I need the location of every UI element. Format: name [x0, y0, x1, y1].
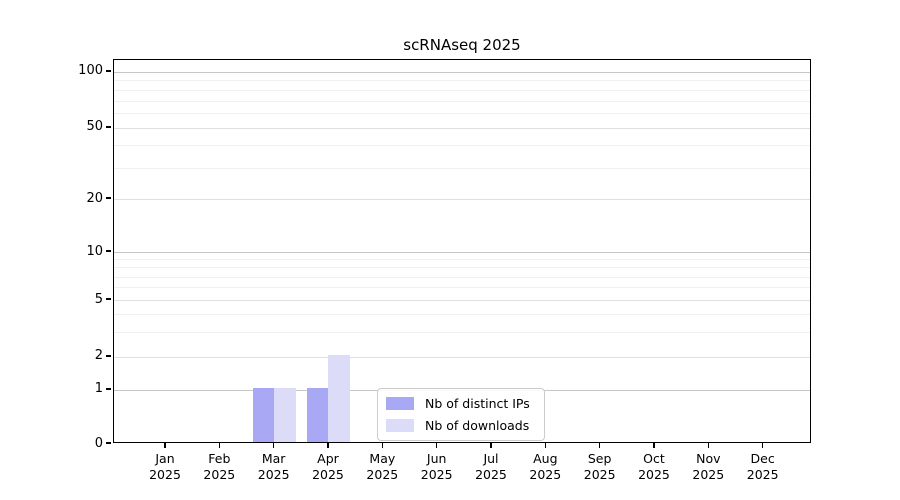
x-tick-year: 2025	[149, 467, 181, 482]
x-tick-year: 2025	[746, 467, 779, 482]
gridline-minor	[114, 89, 810, 91]
x-tick-month: Jun	[426, 451, 447, 466]
y-tick-label: 10	[86, 243, 103, 259]
y-tick-label: 0	[94, 435, 103, 451]
bar-nb-of-downloads	[274, 388, 296, 442]
x-tick-month: Oct	[643, 451, 665, 466]
legend-label: Nb of distinct IPs	[425, 396, 530, 411]
x-tick-year: 2025	[420, 467, 453, 482]
x-tick-label: Oct 2025	[619, 451, 689, 483]
legend-swatch	[386, 397, 414, 410]
x-tick-mark	[544, 443, 547, 448]
x-tick-label: Aug 2025	[510, 451, 580, 483]
gridline-minor	[114, 259, 810, 261]
gridline-minor	[114, 287, 810, 289]
gridline-minor	[114, 276, 810, 278]
x-tick-mark	[761, 443, 764, 448]
legend-swatch	[386, 419, 414, 432]
x-tick-year: 2025	[257, 467, 290, 482]
x-tick-month: Sep	[587, 451, 612, 466]
x-tick-mark	[164, 443, 166, 448]
x-tick-label: Jul 2025	[456, 451, 526, 483]
x-tick-month: Nov	[696, 451, 721, 466]
x-tick-label: Sep 2025	[565, 451, 635, 483]
x-tick-mark	[707, 443, 710, 448]
y-tick-mark	[106, 442, 111, 444]
y-tick-mark	[106, 355, 111, 357]
x-tick-label: Jan 2025	[130, 451, 200, 483]
x-tick-year: 2025	[638, 467, 670, 482]
x-tick-mark	[218, 443, 221, 448]
bar-nb-of-distinct-ips	[252, 388, 275, 442]
y-tick-mark	[106, 388, 111, 390]
legend-item: Nb of downloads	[386, 417, 536, 434]
x-tick-month: May	[369, 451, 396, 466]
x-tick-month: Feb	[208, 451, 231, 466]
y-tick-label: 20	[86, 190, 103, 206]
x-tick-label: Feb 2025	[184, 451, 254, 483]
gridline-major	[114, 252, 810, 253]
gridline-major	[114, 356, 810, 358]
gridline-minor	[114, 167, 810, 169]
x-tick-mark	[598, 443, 601, 448]
y-tick-mark	[106, 70, 111, 72]
x-tick-label: Apr 2025	[293, 451, 363, 483]
gridline-minor	[114, 267, 810, 269]
y-tick-label: 100	[78, 63, 103, 79]
x-tick-mark	[327, 443, 329, 448]
x-tick-year: 2025	[203, 467, 236, 482]
y-tick-mark	[106, 298, 111, 300]
gridline-major	[114, 71, 810, 73]
x-tick-mark	[435, 443, 438, 448]
gridline-major	[114, 199, 810, 200]
x-tick-year: 2025	[366, 467, 399, 482]
x-tick-label: Jun 2025	[402, 451, 472, 483]
x-tick-label: Mar 2025	[239, 451, 309, 483]
x-tick-year: 2025	[583, 467, 616, 482]
gridline-minor	[114, 80, 810, 82]
x-tick-mark	[381, 443, 384, 448]
gridline-minor	[114, 331, 810, 333]
x-tick-month: Dec	[750, 451, 775, 466]
gridline-minor	[114, 100, 810, 102]
y-tick-label: 1	[94, 381, 103, 397]
x-tick-year: 2025	[475, 467, 507, 482]
gridline-minor	[114, 145, 810, 147]
x-tick-label: Nov 2025	[673, 451, 743, 483]
y-tick-label: 50	[86, 119, 103, 135]
plot-area: Nb of distinct IPs Nb of downloads	[113, 59, 811, 443]
gridline-minor	[114, 113, 810, 115]
y-tick-mark	[106, 250, 111, 252]
gridline-major	[114, 300, 810, 301]
x-tick-month: Mar	[261, 451, 286, 466]
x-tick-month: Apr	[317, 451, 339, 466]
y-tick-mark	[106, 126, 111, 128]
y-tick-label: 5	[94, 291, 103, 307]
bar-nb-of-distinct-ips	[306, 388, 329, 442]
gridline-major	[114, 127, 810, 129]
x-tick-label: Dec 2025	[728, 451, 798, 483]
x-tick-label: May 2025	[347, 451, 417, 483]
legend-label: Nb of downloads	[425, 418, 530, 433]
x-tick-mark	[272, 443, 275, 448]
bar-nb-of-downloads	[328, 355, 350, 442]
x-tick-year: 2025	[312, 467, 344, 482]
x-tick-year: 2025	[692, 467, 725, 482]
y-tick-label: 2	[94, 348, 103, 364]
chart-title: scRNAseq 2025	[403, 36, 521, 54]
x-tick-mark	[490, 443, 492, 448]
x-tick-mark	[653, 443, 655, 448]
legend-item: Nb of distinct IPs	[386, 395, 536, 412]
x-tick-month: Jul	[483, 451, 499, 466]
x-tick-year: 2025	[529, 467, 562, 482]
legend: Nb of distinct IPs Nb of downloads	[377, 388, 545, 441]
gridline-minor	[114, 313, 810, 315]
x-tick-month: Jan	[155, 451, 175, 466]
y-tick-mark	[106, 197, 111, 199]
x-tick-month: Aug	[533, 451, 558, 466]
